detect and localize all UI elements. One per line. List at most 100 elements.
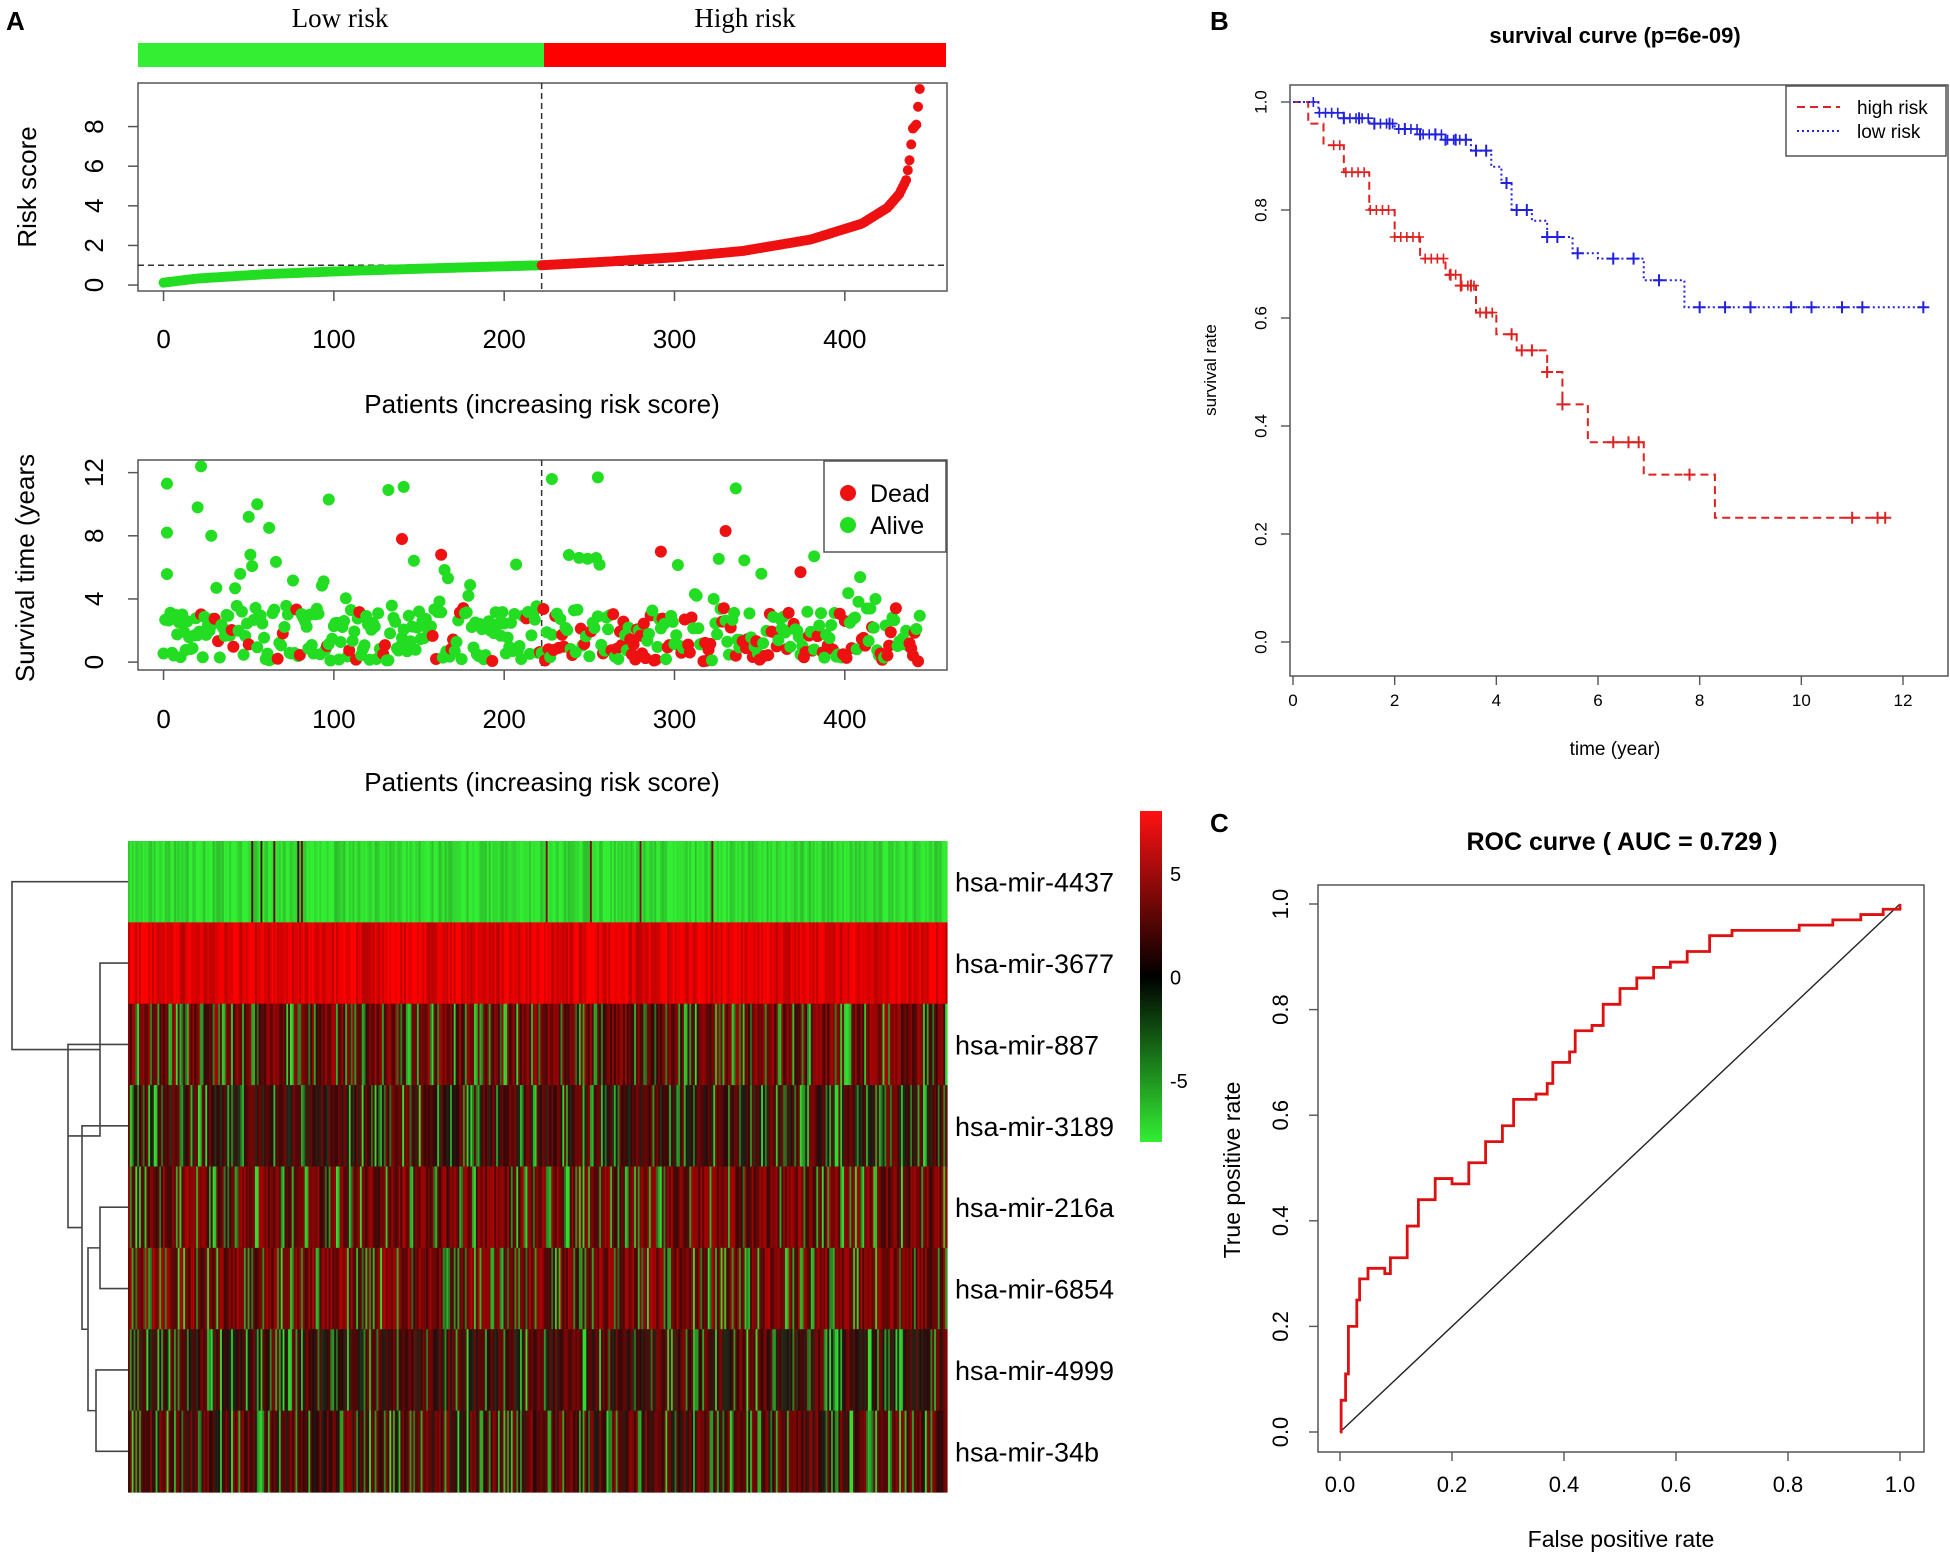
heatmap-cell [856, 1329, 860, 1412]
heatmap-cell [157, 1329, 160, 1412]
heatmap-cell [289, 1003, 293, 1086]
heatmap-cell [394, 1329, 398, 1412]
heatmap-cell [906, 1166, 909, 1249]
heatmap-cell [278, 841, 282, 923]
heatmap-cell [520, 1410, 523, 1493]
heatmap-cell [610, 841, 613, 923]
heatmap-cell [589, 1329, 593, 1412]
heatmap-cell [854, 1410, 858, 1493]
heatmap-cell [785, 1247, 788, 1330]
heatmap-cell [751, 1003, 755, 1086]
heatmap-cell [840, 1247, 843, 1330]
heatmap-cell [924, 1166, 928, 1249]
heatmap-cell [768, 1329, 771, 1412]
heatmap-cell [199, 1329, 203, 1412]
risk-point [914, 83, 925, 94]
heatmap-cell [326, 1003, 330, 1086]
heatmap-cell [722, 1410, 725, 1493]
heatmap-cell [751, 1247, 755, 1330]
heatmap-cell [448, 1410, 451, 1493]
heatmap-cell [704, 1166, 707, 1249]
alive-point [382, 484, 395, 496]
heatmap-cell [308, 922, 311, 1005]
heatmap-cell [608, 1166, 611, 1249]
heatmap-cell [426, 1247, 429, 1330]
alive-point [222, 609, 235, 622]
censor-mark [1505, 328, 1518, 341]
heatmap-cell [474, 1247, 477, 1330]
heatmap-cell [578, 1166, 582, 1249]
heatmap-cell [912, 922, 915, 1005]
heatmap-cell [521, 922, 525, 1005]
heatmap-cell [532, 841, 536, 923]
heatmap-cell [562, 1085, 565, 1168]
heatmap-cell [645, 1329, 648, 1412]
heatmap-cell [243, 841, 247, 923]
heatmap-cell [753, 1003, 757, 1086]
censor-mark [1515, 344, 1528, 357]
heatmap-cell [525, 1247, 528, 1330]
heatmap-cell [304, 1410, 308, 1493]
heatmap-cell [726, 841, 729, 923]
dendrogram-branch [11, 880, 128, 1051]
heatmap-cell [370, 1329, 374, 1412]
heatmap-cell [691, 841, 694, 923]
heatmap-cell [928, 1166, 932, 1249]
heatmap-cell [621, 922, 624, 1005]
heatmap-cell [284, 1003, 287, 1086]
heatmap-cell [433, 1085, 436, 1168]
heatmap-cell [589, 1410, 593, 1493]
alive-point [496, 606, 509, 619]
heatmap-cell [761, 1247, 764, 1330]
heatmap-cell [497, 1410, 501, 1493]
heatmap-cell [584, 1329, 587, 1412]
heatmap-cell [238, 1410, 241, 1493]
heatmap-cell [150, 1410, 153, 1493]
heatmap-cell [247, 1085, 251, 1168]
heatmap-cell [532, 1329, 536, 1412]
heatmap-cell [350, 1329, 354, 1412]
heatmap-cell [407, 1329, 411, 1412]
heatmap-cell [398, 1410, 401, 1493]
heatmap-cell [254, 1329, 258, 1412]
heatmap-cell [932, 1410, 935, 1493]
heatmap-cell [566, 1329, 569, 1412]
heatmap-cell [459, 1410, 462, 1493]
heatmap-cell [678, 1329, 681, 1412]
heatmap-cell [680, 922, 683, 1005]
heatmap-cell [413, 922, 416, 1005]
heatmap-cell [214, 1085, 217, 1168]
heatmap-cell [479, 1166, 482, 1249]
heatmap-cell [159, 1003, 162, 1086]
heatmap-cell [912, 1085, 915, 1168]
heatmap-cell [797, 841, 801, 923]
heatmap-cell [295, 1329, 298, 1412]
heatmap-cell [243, 1085, 247, 1168]
heatmap-cell [262, 1329, 265, 1412]
heatmap-cell [748, 1247, 751, 1330]
heatmap-cell [131, 1085, 135, 1168]
heatmap-cell [337, 1003, 341, 1086]
heatmap-cell [630, 1085, 633, 1168]
heatmap-cell [696, 1003, 700, 1086]
heatmap-cell [685, 922, 689, 1005]
heatmap-cell [424, 1085, 427, 1168]
alive-point [382, 654, 395, 667]
heatmap-cell [461, 1410, 464, 1493]
heatmap-cell [554, 922, 558, 1005]
heatmap-cell [875, 1410, 878, 1493]
heatmap-cell [446, 1085, 449, 1168]
heatmap-cell [851, 922, 854, 1005]
heatmap-cell [615, 1247, 619, 1330]
heatmap-cell [374, 1410, 378, 1493]
heatmap-cell [350, 1085, 354, 1168]
heatmap-cell [527, 1329, 530, 1412]
heatmap-cell [713, 1410, 716, 1493]
heatmap-cell [394, 1003, 398, 1086]
heatmap-cell [389, 1329, 392, 1412]
heatmap-cell [783, 1166, 786, 1249]
heatmap-cell [301, 1247, 304, 1330]
km-x-tick-label: 0 [1288, 691, 1297, 710]
heatmap-cell [709, 922, 713, 1005]
heatmap-cell [361, 841, 365, 923]
